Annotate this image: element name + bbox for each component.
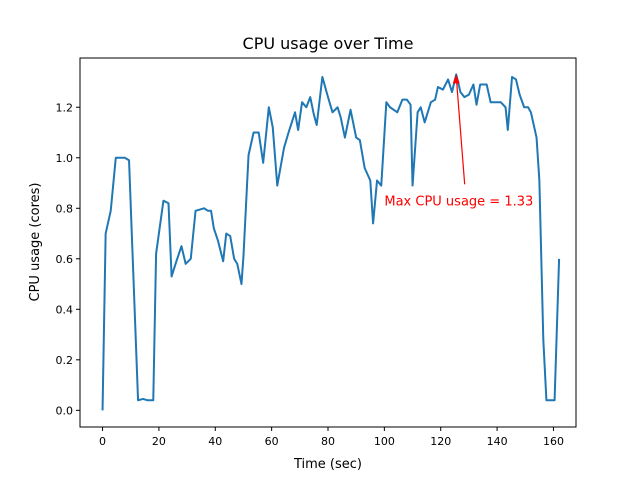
y-tick-label: 1.0 xyxy=(56,152,74,165)
x-tick-label: 60 xyxy=(265,435,279,448)
x-tick-label: 80 xyxy=(321,435,335,448)
x-tick-label: 40 xyxy=(208,435,222,448)
y-tick-label: 1.2 xyxy=(56,101,74,114)
x-tick-label: 140 xyxy=(487,435,508,448)
x-tick-label: 100 xyxy=(374,435,395,448)
y-tick-label: 0.6 xyxy=(56,253,74,266)
y-tick-label: 0.4 xyxy=(56,303,74,316)
x-tick-label: 120 xyxy=(430,435,451,448)
annotation-arrow xyxy=(455,76,466,185)
x-tick-label: 160 xyxy=(543,435,564,448)
x-axis-label: Time (sec) xyxy=(293,457,362,472)
x-tick-label: 0 xyxy=(99,435,106,448)
x-tick-label: 20 xyxy=(152,435,166,448)
max-annotation: Max CPU usage = 1.33 xyxy=(384,195,533,210)
y-tick-label: 0.8 xyxy=(56,202,74,215)
chart-title: CPU usage over Time xyxy=(243,34,414,53)
cpu-usage-line xyxy=(101,73,561,411)
plot-frame xyxy=(79,57,577,428)
y-tick-label: 0.2 xyxy=(56,354,74,367)
y-tick-label: 0.0 xyxy=(56,404,74,417)
y-axis-label: CPU usage (cores) xyxy=(28,183,43,302)
annotation-arrowhead xyxy=(452,74,460,84)
